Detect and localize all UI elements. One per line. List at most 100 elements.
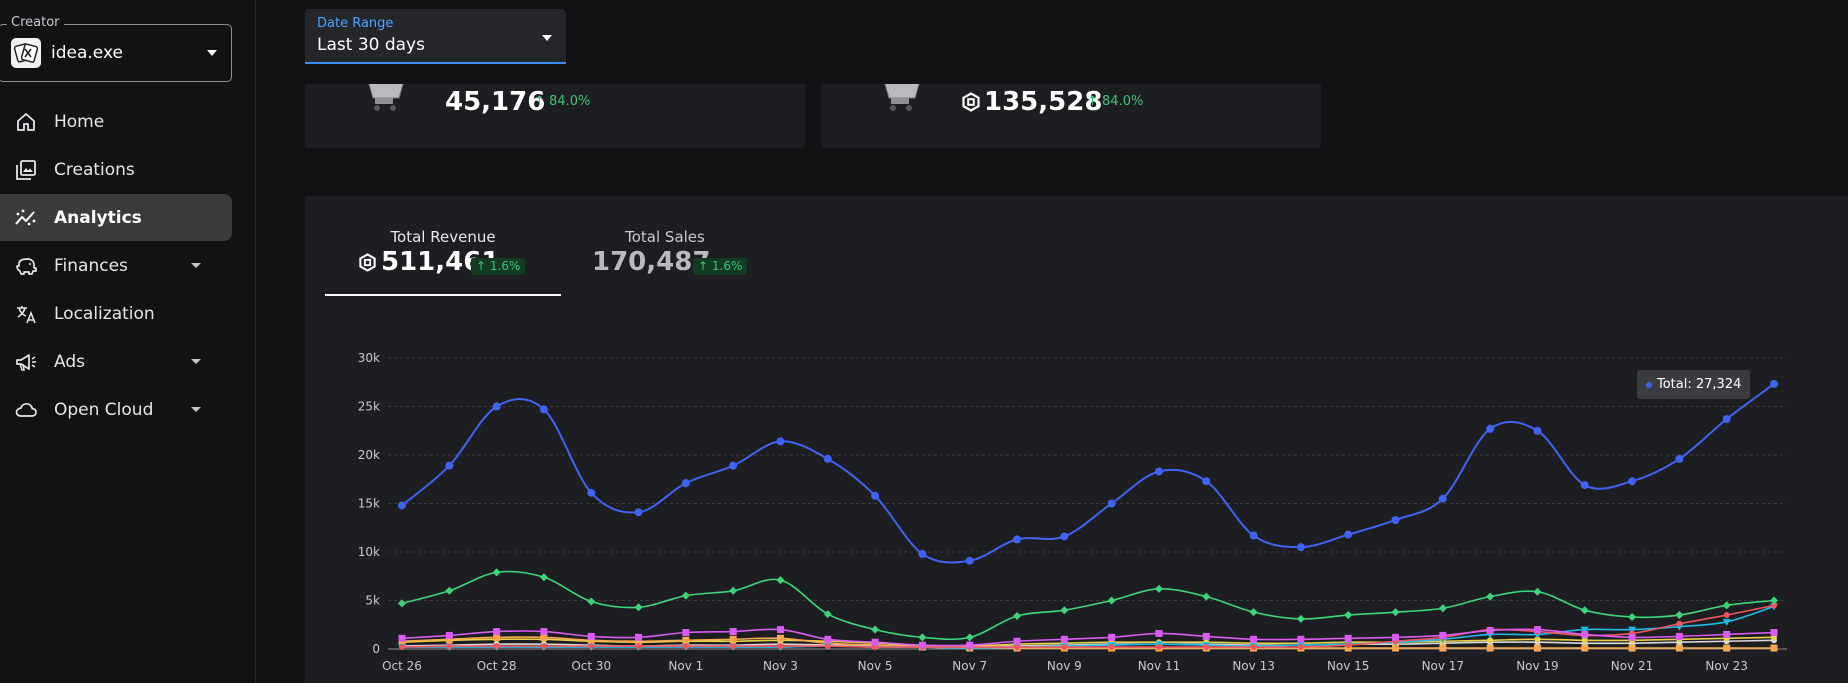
sidebar-item-localization[interactable]: Localization xyxy=(0,290,232,337)
data-point xyxy=(587,632,595,640)
sidebar-item-analytics[interactable]: Analytics xyxy=(0,194,232,241)
chevron-down-icon xyxy=(542,35,552,41)
home-icon xyxy=(17,112,35,131)
sidebar-item-label: Analytics xyxy=(54,207,142,228)
data-point xyxy=(1628,612,1637,621)
data-point xyxy=(1628,477,1637,486)
data-point xyxy=(1013,637,1021,645)
data-point xyxy=(1439,631,1447,639)
sidebar-item-label: Creations xyxy=(54,159,135,180)
stat-value: 45,176 xyxy=(445,87,546,117)
data-point xyxy=(587,488,596,497)
date-range-dropdown[interactable]: Date Range Last 30 days xyxy=(305,9,566,64)
data-point xyxy=(1486,592,1495,601)
sidebar-item-ads[interactable]: Ads xyxy=(0,338,232,385)
data-point xyxy=(1060,635,1068,643)
stat-value: 135,528 xyxy=(984,87,1103,117)
x-tick-label: Nov 7 xyxy=(952,659,987,673)
data-point xyxy=(635,637,643,645)
data-point xyxy=(1628,644,1636,652)
data-point xyxy=(1487,637,1494,644)
data-point xyxy=(492,568,501,577)
y-tick-label: 15k xyxy=(358,497,380,511)
chevron-down-icon xyxy=(191,263,201,268)
data-point xyxy=(1297,644,1304,651)
x-tick-label: Nov 3 xyxy=(763,659,798,673)
data-point xyxy=(1107,499,1116,508)
data-point xyxy=(1770,596,1778,605)
creations-icon xyxy=(16,159,36,180)
data-point xyxy=(1580,481,1589,490)
data-point xyxy=(682,643,689,650)
data-point xyxy=(1344,611,1353,620)
series-line xyxy=(401,605,1775,649)
data-point xyxy=(1061,644,1068,651)
change-badge: ↑ 1.6% xyxy=(471,258,526,275)
data-point xyxy=(493,628,501,636)
x-tick-label: Nov 13 xyxy=(1232,659,1275,673)
data-point xyxy=(1296,543,1305,552)
tab-total-revenue[interactable]: Total Revenue 511,461 ↑ 1.6% xyxy=(325,226,561,296)
data-point xyxy=(871,625,880,634)
data-point xyxy=(1486,424,1495,433)
x-tick-label: Oct 30 xyxy=(571,659,611,673)
data-point xyxy=(1438,494,1447,503)
data-point xyxy=(1249,608,1258,617)
data-point xyxy=(965,633,974,642)
stat-change: ↑ 84.0% xyxy=(534,94,591,109)
data-point xyxy=(1108,633,1116,641)
stat-card-revenue: 135,528 ↑ 84.0% xyxy=(821,84,1321,148)
data-point xyxy=(918,641,926,649)
stat-change: ↑ 84.0% xyxy=(1087,94,1144,109)
data-point xyxy=(918,633,927,642)
data-point xyxy=(682,636,690,644)
data-point xyxy=(1675,644,1683,652)
data-point xyxy=(1675,611,1684,620)
sidebar: Creator idea.exe Home Creations Analytic… xyxy=(0,0,256,683)
data-point xyxy=(1155,644,1162,651)
metric-title: Total Revenue xyxy=(390,228,496,246)
sidebar-item-open-cloud[interactable]: Open Cloud xyxy=(0,386,232,433)
data-point xyxy=(1250,635,1258,643)
data-point xyxy=(776,576,785,585)
data-point xyxy=(587,597,596,606)
data-point xyxy=(445,631,453,639)
data-point xyxy=(445,586,454,595)
data-point xyxy=(398,501,406,510)
data-point xyxy=(1628,626,1637,634)
chevron-down-icon xyxy=(191,407,201,412)
sidebar-item-finances[interactable]: Finances xyxy=(0,242,232,289)
data-point xyxy=(823,454,832,463)
robux-icon xyxy=(359,252,376,272)
data-point xyxy=(493,633,501,641)
data-point xyxy=(634,508,643,517)
data-point xyxy=(1014,644,1021,651)
data-point xyxy=(1344,530,1353,539)
data-point xyxy=(776,626,784,634)
metric-value: 170,487 xyxy=(592,247,711,277)
data-point xyxy=(824,635,832,643)
data-point xyxy=(1580,626,1589,634)
data-point xyxy=(1580,606,1589,615)
data-point xyxy=(1771,602,1777,609)
data-point xyxy=(682,629,690,637)
data-point xyxy=(1534,636,1541,643)
tab-total-sales[interactable]: Total Sales 170,487 ↑ 1.6% xyxy=(561,226,797,296)
sidebar-item-creations[interactable]: Creations xyxy=(0,146,232,193)
data-point xyxy=(1723,644,1731,652)
data-point xyxy=(1676,620,1683,627)
data-point xyxy=(1722,618,1731,626)
creator-selector[interactable]: Creator idea.exe xyxy=(0,15,232,82)
data-point xyxy=(445,461,454,470)
data-point xyxy=(1439,644,1447,652)
data-point xyxy=(1723,630,1731,638)
data-point xyxy=(1770,379,1778,388)
item-thumbnail-icon xyxy=(884,84,920,111)
sidebar-item-home[interactable]: Home xyxy=(0,98,232,145)
data-point xyxy=(492,402,501,411)
x-tick-label: Nov 11 xyxy=(1138,659,1181,673)
cards-avatar-icon xyxy=(13,43,39,63)
stat-card-sales: 45,176 ↑ 84.0% xyxy=(305,84,805,148)
data-point xyxy=(1722,601,1731,610)
